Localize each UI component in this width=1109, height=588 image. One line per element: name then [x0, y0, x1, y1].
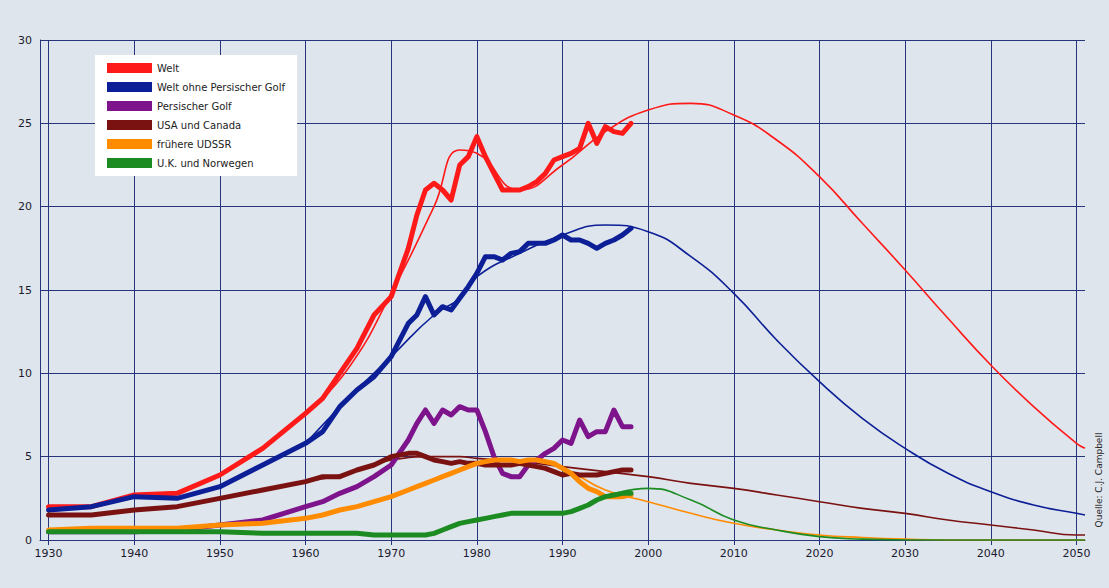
svg-text:2000: 2000 [634, 547, 662, 560]
svg-text:1970: 1970 [377, 547, 405, 560]
svg-text:5: 5 [25, 450, 32, 463]
svg-text:frühere UDSSR: frühere UDSSR [157, 139, 231, 150]
svg-text:1990: 1990 [549, 547, 577, 560]
svg-text:USA und Canada: USA und Canada [157, 120, 241, 131]
svg-text:Welt: Welt [157, 63, 179, 74]
svg-text:1930: 1930 [35, 547, 63, 560]
svg-text:1950: 1950 [206, 547, 234, 560]
svg-text:1940: 1940 [120, 547, 148, 560]
svg-text:2040: 2040 [977, 547, 1005, 560]
svg-text:30: 30 [18, 34, 32, 47]
svg-text:Persischer Golf: Persischer Golf [157, 101, 232, 112]
svg-text:1960: 1960 [292, 547, 320, 560]
svg-text:2020: 2020 [805, 547, 833, 560]
svg-text:1980: 1980 [463, 547, 491, 560]
svg-text:15: 15 [18, 284, 32, 297]
svg-text:10: 10 [18, 367, 32, 380]
svg-text:0: 0 [25, 534, 32, 547]
svg-text:25: 25 [18, 117, 32, 130]
svg-text:2050: 2050 [1062, 547, 1090, 560]
svg-text:Quelle: C.J. Campbell: Quelle: C.J. Campbell [1094, 433, 1104, 528]
svg-text:U.K. und Norwegen: U.K. und Norwegen [157, 158, 254, 169]
svg-text:2030: 2030 [891, 547, 919, 560]
svg-text:2010: 2010 [720, 547, 748, 560]
svg-text:20: 20 [18, 200, 32, 213]
svg-text:Welt ohne Persischer Golf: Welt ohne Persischer Golf [157, 82, 286, 93]
